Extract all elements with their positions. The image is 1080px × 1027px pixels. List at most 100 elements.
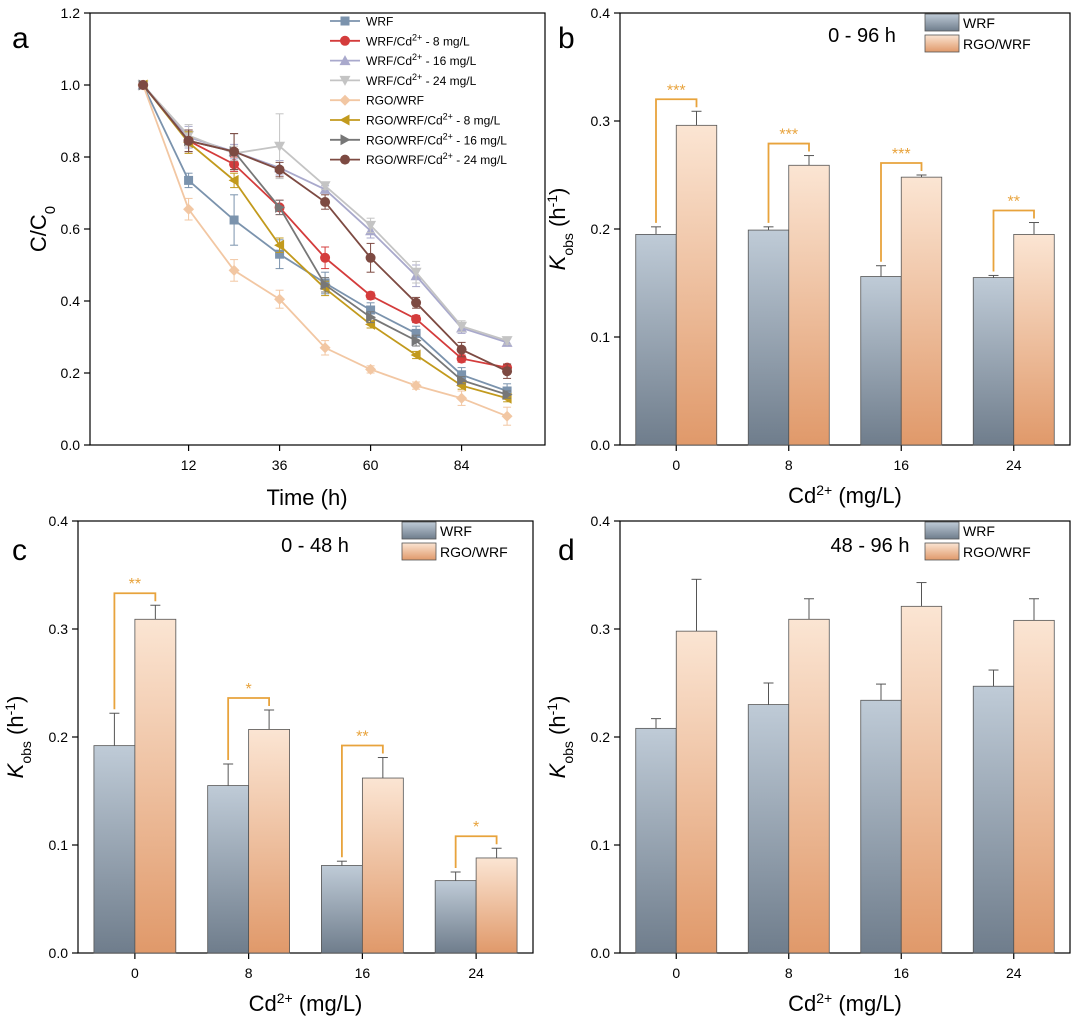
bar-rgo-wrf bbox=[1013, 233, 1055, 446]
bar-xtick-label: 0 bbox=[672, 965, 680, 981]
bar-wrf bbox=[860, 699, 902, 954]
significance-bracket bbox=[880, 162, 923, 262]
panel-a-data-point bbox=[410, 349, 421, 361]
legend-label-main: WRF/Cd bbox=[366, 34, 412, 48]
panel-a-legend-label: RGO/WRF bbox=[366, 94, 424, 108]
bar-xlabel-part: (mg/L) bbox=[293, 991, 363, 1016]
bar-wrf bbox=[860, 276, 902, 446]
bar-rgo-wrf bbox=[900, 605, 943, 954]
bar-ytick-label: 0.4 bbox=[591, 513, 611, 529]
bar-legend-swatch bbox=[924, 13, 960, 32]
bar-wrf bbox=[434, 880, 477, 954]
legend-label-main: WRF/Cd bbox=[366, 74, 412, 88]
panel-a-data-point bbox=[365, 363, 377, 375]
legend-label-main: RGO/WRF/Cd bbox=[366, 114, 443, 128]
bar-wrf bbox=[747, 229, 790, 446]
bar-ytick-label: 0.0 bbox=[49, 945, 69, 961]
bar-wrf bbox=[207, 785, 250, 954]
significance-label: *** bbox=[667, 82, 686, 99]
panel-a-data-point bbox=[274, 293, 286, 305]
bar-xtick-label: 24 bbox=[468, 965, 484, 981]
panel-label-b: b bbox=[558, 22, 575, 55]
bar-xtick-label: 16 bbox=[355, 965, 371, 981]
panel-a-data-point bbox=[411, 314, 422, 324]
panel-a-ylabel-main: C/C bbox=[26, 214, 51, 252]
bar-rgo-wrf bbox=[900, 176, 943, 446]
panel-a-data-point bbox=[411, 297, 422, 308]
bar-xlabel-part: 2+ bbox=[277, 990, 293, 1006]
bar-ylabel-part: ) bbox=[3, 696, 28, 703]
panel-a-legend-marker bbox=[339, 94, 351, 106]
bar-legend-label: WRF bbox=[440, 523, 472, 539]
legend-label-tail: - 8 mg/L bbox=[422, 34, 470, 48]
panel-a-legend-marker bbox=[339, 114, 350, 126]
bar-rgo-wrf bbox=[1013, 619, 1055, 954]
panel-a-data-point bbox=[457, 374, 468, 386]
panel-a-legend-label: WRF bbox=[366, 15, 393, 29]
panel-a-data-point bbox=[228, 264, 240, 276]
panel-a-series-line bbox=[142, 84, 508, 373]
bar-xlabel: Cd2+ (mg/L) bbox=[788, 990, 902, 1016]
panel-a-data-point bbox=[138, 80, 149, 90]
bar-legend-swatch bbox=[401, 542, 437, 561]
panel-a-data-point bbox=[274, 239, 285, 251]
significance-label: ** bbox=[1008, 194, 1020, 211]
panel-a-data-point bbox=[410, 380, 422, 392]
legend-label-tail: - 24 mg/L bbox=[453, 153, 507, 167]
panel-a-ytick-label: 0.2 bbox=[61, 365, 81, 381]
panel-a-data-point bbox=[457, 370, 467, 380]
panel-a-xtick-label: 84 bbox=[454, 457, 470, 473]
bar-wrf bbox=[635, 727, 677, 954]
panel-a-xtick-label: 12 bbox=[181, 457, 197, 473]
panel-a-data-point bbox=[456, 321, 468, 332]
bar-rgo-wrf bbox=[788, 164, 830, 446]
significance-bracket bbox=[227, 697, 270, 760]
panel-a-legend-marker bbox=[339, 75, 351, 86]
bar-ylabel-part: -1 bbox=[2, 703, 18, 716]
significance-bracket bbox=[341, 744, 384, 858]
legend-label-sup: 2+ bbox=[443, 151, 453, 161]
significance-label: * bbox=[246, 681, 252, 698]
panel-a-data-point bbox=[319, 181, 331, 192]
panel-a-legend-label: RGO/WRF/Cd2+ - 16 mg/L bbox=[366, 131, 507, 147]
panel-a-ylabel: C/C0 bbox=[26, 206, 59, 252]
legend-label-sup: 2+ bbox=[443, 112, 453, 122]
significance-bracket bbox=[655, 98, 698, 223]
bar-ylabel: Kobs (h-1) bbox=[544, 188, 576, 271]
panel-a-data-point bbox=[502, 389, 513, 401]
bar-ylabel-part: obs bbox=[560, 233, 576, 256]
legend-label-main: RGO/WRF/Cd bbox=[366, 133, 443, 147]
bar-ytick-label: 0.0 bbox=[591, 945, 611, 961]
bar-xlabel: Cd2+ (mg/L) bbox=[788, 482, 902, 508]
bar-ylabel: Kobs (h-1) bbox=[544, 696, 576, 779]
legend-label-tail: - 16 mg/L bbox=[422, 54, 476, 68]
panel-a-xlabel: Time (h) bbox=[266, 485, 347, 510]
panel-a-ylabel-sub: 0 bbox=[42, 206, 59, 214]
bar-xlabel-part: Cd bbox=[788, 483, 816, 508]
bar-xtick-label: 0 bbox=[131, 965, 139, 981]
bar-legend-swatch bbox=[401, 521, 437, 540]
bar-ytick-label: 0.4 bbox=[591, 5, 611, 21]
panel-a-data-point bbox=[275, 201, 286, 213]
bar-xlabel: Cd2+ (mg/L) bbox=[249, 990, 363, 1016]
panel-a-data-point bbox=[184, 175, 194, 185]
panel-a-data-point bbox=[229, 215, 239, 225]
bar-rgo-wrf bbox=[675, 124, 718, 446]
bar-panel-title: 48 - 96 h bbox=[831, 535, 910, 557]
panel-a-ytick-label: 0.4 bbox=[61, 293, 81, 309]
bar-xtick-label: 8 bbox=[785, 457, 793, 473]
panel-a-data-point bbox=[274, 141, 286, 152]
bar-ytick-label: 0.0 bbox=[591, 437, 611, 453]
bar-ylabel-part: obs bbox=[18, 741, 34, 764]
panel-a-legend-marker bbox=[340, 35, 350, 46]
panel-a-data-point bbox=[274, 164, 285, 175]
bar-legend-label: WRF bbox=[963, 15, 995, 31]
panel-a-data-point bbox=[456, 353, 467, 364]
panel-a-data-point bbox=[456, 344, 467, 355]
bar-ylabel-part: K bbox=[545, 254, 570, 270]
bar-xtick-label: 0 bbox=[672, 457, 680, 473]
panel-a-legend-label: WRF/Cd2+ - 8 mg/L bbox=[366, 32, 470, 48]
panel-a-data-point bbox=[229, 146, 240, 157]
panel-a-data-point bbox=[365, 220, 377, 231]
